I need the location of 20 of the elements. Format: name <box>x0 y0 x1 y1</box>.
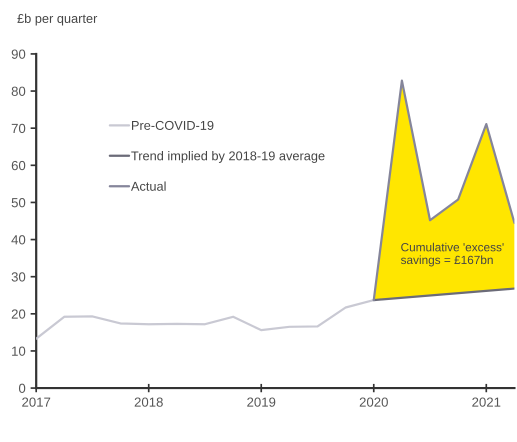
legend-label: Trend implied by 2018-19 average <box>131 151 325 163</box>
y-tick-label: 50 <box>12 198 26 208</box>
y-tick-label: 90 <box>12 49 26 59</box>
y-tick-label: 20 <box>12 309 26 319</box>
y-tick-label: 10 <box>12 346 26 356</box>
x-tick-label: 2017 <box>22 397 50 407</box>
legend-label: Actual <box>130 181 166 191</box>
x-tick-label: 2021 <box>472 397 500 407</box>
y-tick-label: 60 <box>12 160 26 170</box>
x-tick-label: 2019 <box>247 397 276 407</box>
y-tick-label: 80 <box>12 86 26 96</box>
x-tick-label: 2018 <box>134 397 163 407</box>
y-tick-label: 0 <box>18 384 26 393</box>
annotation: Cumulative 'excess' savings = £167bn <box>400 242 504 266</box>
x-tick-label: 2020 <box>360 397 388 407</box>
y-tick-label: 40 <box>11 235 26 244</box>
legend-label: Pre-COVID-19 <box>132 120 214 130</box>
y-axis-title: £b per quarter <box>17 14 98 26</box>
y-tick-label: 70 <box>12 124 26 134</box>
y-tick-label: 30 <box>12 272 26 282</box>
